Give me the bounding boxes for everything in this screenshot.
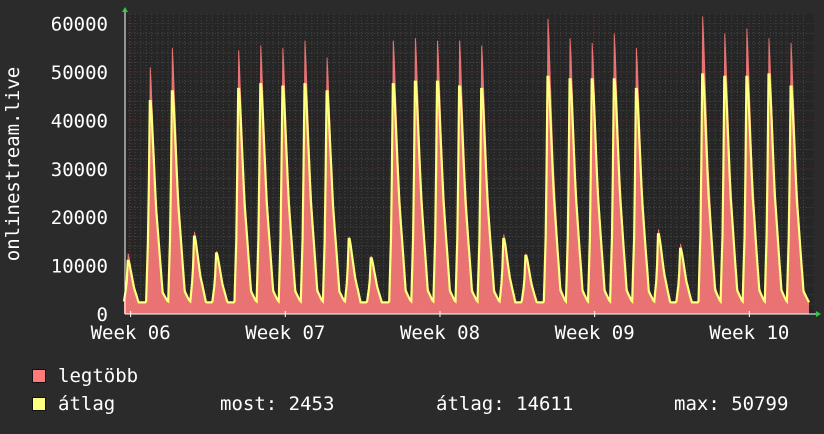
legend-label-avg: átlag <box>58 393 116 415</box>
legend-label-max: legtöbb <box>58 365 139 387</box>
axis-layer: 0 10000 20000 30000 40000 50000 60000 Week 06 We… <box>51 7 821 344</box>
y-axis-title: onlinestream.live <box>2 67 24 261</box>
x-tick-label: Week 08 <box>400 322 480 344</box>
legend-row-max: legtöbb <box>32 362 788 390</box>
x-tick-label: Week 10 <box>709 322 789 344</box>
y-tick-label: 30000 <box>51 159 108 181</box>
y-tick-label: 0 <box>97 304 108 326</box>
y-tick-label: 40000 <box>51 110 108 132</box>
series-line-avg <box>122 73 810 305</box>
series-layer <box>122 16 810 315</box>
stat-max: max: 50799 <box>674 393 789 415</box>
x-tick-label: Week 07 <box>245 322 325 344</box>
y-tick-label: 20000 <box>51 207 108 229</box>
y-tick-label: 60000 <box>51 14 108 36</box>
x-tick-label: Week 06 <box>91 322 171 344</box>
legend-swatch-avg <box>32 397 46 411</box>
stat-avg: átlag: 14611 <box>436 393 574 415</box>
stat-now: most: 2453 <box>220 393 335 415</box>
x-axis-arrow <box>816 311 821 317</box>
legend: legtöbb átlag most: 2453 átlag: 14611 ma… <box>32 362 788 418</box>
legend-row-avg: átlag most: 2453 átlag: 14611 max: 50799 <box>32 390 788 418</box>
y-axis-arrow <box>122 7 128 12</box>
y-tick-label: 50000 <box>51 62 108 84</box>
x-tick-label: Week 09 <box>555 322 635 344</box>
y-tick-label: 10000 <box>51 256 108 278</box>
legend-swatch-max <box>32 369 46 383</box>
